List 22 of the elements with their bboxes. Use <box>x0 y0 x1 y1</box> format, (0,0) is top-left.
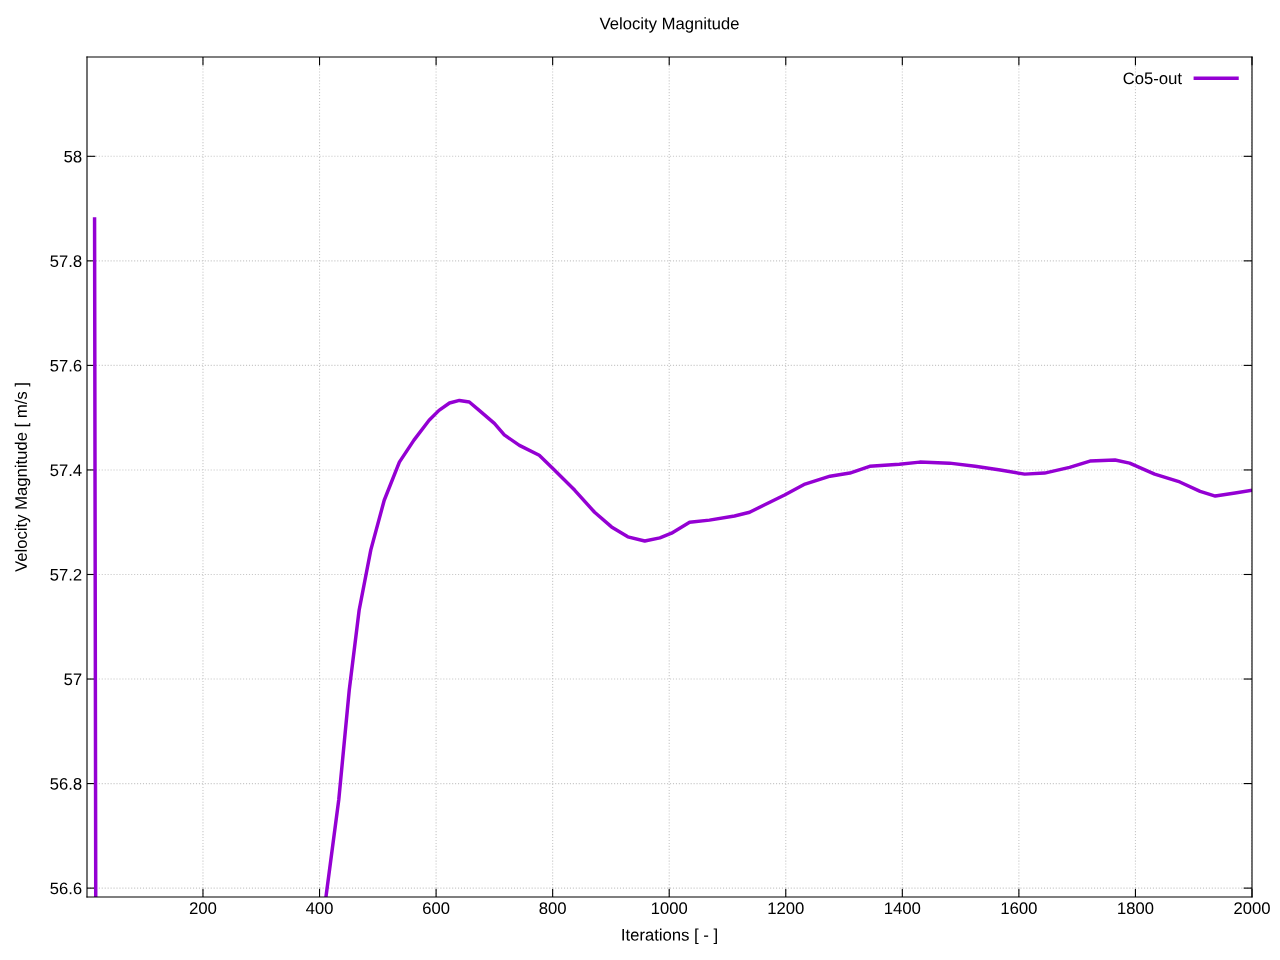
x-tick-label: 2000 <box>1234 902 1270 915</box>
x-tick-label: 1000 <box>651 902 688 915</box>
x-tick-label: 1600 <box>1001 902 1037 915</box>
x-tick-label: 600 <box>423 902 450 915</box>
x-tick-label: 1800 <box>1118 902 1154 915</box>
y-tick-label: 57.6 <box>50 359 82 372</box>
y-tick-label: 57.8 <box>50 255 82 268</box>
x-tick-label: 400 <box>306 902 333 915</box>
y-tick-label: 56.6 <box>50 882 82 895</box>
y-tick-label: 57.4 <box>50 464 82 477</box>
y-tick-label: 57.2 <box>50 568 82 581</box>
x-tick-label: 800 <box>539 902 566 915</box>
x-tick-label: 1200 <box>768 902 804 915</box>
x-tick-label: 200 <box>189 902 217 915</box>
x-axis-title: Iterations [ - ] <box>622 928 717 945</box>
legend-label: Co5-out <box>1123 72 1182 85</box>
chart-title: Velocity Magnitude <box>599 17 739 33</box>
y-tick-label: 57 <box>64 673 82 686</box>
y-tick-label: 56.8 <box>50 777 82 790</box>
x-tick-label: 1400 <box>885 902 921 915</box>
y-axis-title: Velocity Magnitude [ m/s ] <box>14 383 31 572</box>
y-tick-label: 58 <box>64 150 82 163</box>
